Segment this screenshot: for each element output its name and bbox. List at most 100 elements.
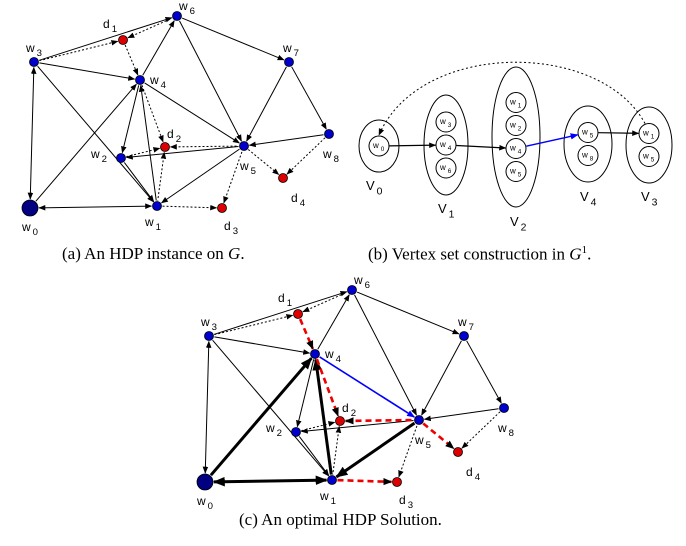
- c-edge-w7-w8: [466, 340, 502, 404]
- c-node-w3: [204, 331, 214, 341]
- a-node-w8: [324, 129, 334, 139]
- c-node-w6: [347, 285, 357, 295]
- a-edge-d2-w1: [157, 151, 167, 201]
- b-path-edge-3: [598, 130, 640, 137]
- c-edge-w5-w1: [335, 421, 416, 479]
- b-path-edge-1: [456, 144, 507, 151]
- b-item-2-w5: [505, 161, 527, 182]
- c-edge-w1-w4: [312, 358, 333, 475]
- b-item-3-w5: [577, 122, 599, 143]
- c-edge-w3-w6: [214, 290, 348, 335]
- caption-c: (c) An optimal HDP Solution.: [239, 510, 442, 529]
- c-edge-w0-w4: [209, 357, 313, 477]
- c-edge-w3-d1: [214, 314, 294, 336]
- c-edge-w7-w5: [421, 340, 462, 416]
- b-set-V2: [491, 66, 541, 208]
- c-node-d3: [392, 477, 402, 487]
- panel-a-hdp-instance: w 0 w 1 w 2 w 3 w 4 w 5 w 6 w 7 w 8 d 1 d 2 d 3 d 4: [21, 0, 339, 238]
- a-edge-w5-d4: [247, 149, 280, 175]
- c-edge-w0-w3: [202, 340, 212, 474]
- b-item-2-w1: [505, 92, 527, 113]
- b-item-1-w3: [435, 111, 457, 133]
- c-node-d2: [335, 416, 345, 426]
- b-item-2-w2: [505, 115, 527, 136]
- c-node-d4: [453, 447, 463, 457]
- c-edge-d2-w1: [332, 425, 342, 475]
- a-edge-w1-w4: [138, 84, 157, 201]
- a-edge-w6-w7: [181, 17, 285, 61]
- a-edge-w0-w1: [38, 203, 153, 211]
- c-node-w1: [327, 475, 337, 485]
- a-edge-w8-w5: [248, 134, 324, 148]
- a-edge-w0-w3: [27, 66, 37, 200]
- c-edge-w5-d4: [422, 422, 455, 450]
- a-node-w6: [172, 11, 182, 21]
- b-item-4-w5: [638, 146, 660, 167]
- b-item-3-w8: [577, 145, 599, 166]
- a-node-d2: [160, 142, 170, 152]
- c-edge-w6-w5: [354, 294, 417, 416]
- c-edge-w2-w1: [298, 436, 330, 477]
- c-edge-w8-w5: [423, 408, 499, 422]
- a-edge-d3-w5: [223, 151, 243, 204]
- panel-b-vertex-set-construction: w 0 V 0 w 3 w 4 w 6 V 1 w 1 w 2 w 4 w 5 V 2 w 5 w 8 V 4 w 1 w 5 V 3: [358, 61, 673, 234]
- a-node-w3: [29, 57, 39, 67]
- a-node-d4: [278, 173, 288, 183]
- a-node-w5: [239, 141, 249, 151]
- a-edge-w2-d2: [126, 147, 161, 158]
- b-path-edge-2: [526, 133, 579, 147]
- c-edge-w4-d2: [315, 358, 340, 417]
- c-edge-d3-w5: [398, 425, 418, 478]
- c-node-w5: [414, 415, 424, 425]
- a-node-w1: [152, 201, 162, 211]
- a-node-w7: [284, 57, 294, 67]
- a-edge-w3-w4: [39, 62, 136, 81]
- a-edge-w7-w8: [291, 66, 327, 130]
- a-edge-w4-w2: [121, 85, 140, 154]
- a-node-w0: [21, 199, 39, 217]
- c-edge-w8-d4: [461, 411, 501, 449]
- b-item-1-w6: [435, 157, 457, 179]
- a-edge-w3-w1: [37, 65, 154, 203]
- c-edge-w6-w7: [356, 291, 460, 335]
- b-set-V3: [625, 106, 673, 184]
- b-set-V4: [563, 105, 613, 183]
- a-edge-w4-d2: [141, 84, 164, 143]
- c-edge-w0-w1: [212, 475, 328, 487]
- a-edge-w5-w2: [125, 146, 239, 160]
- a-node-w4: [135, 75, 145, 85]
- a-edge-w5-w1: [160, 148, 240, 204]
- a-edge-w1-d3: [162, 204, 218, 211]
- caption-a: (a) An HDP instance on G.: [62, 244, 245, 263]
